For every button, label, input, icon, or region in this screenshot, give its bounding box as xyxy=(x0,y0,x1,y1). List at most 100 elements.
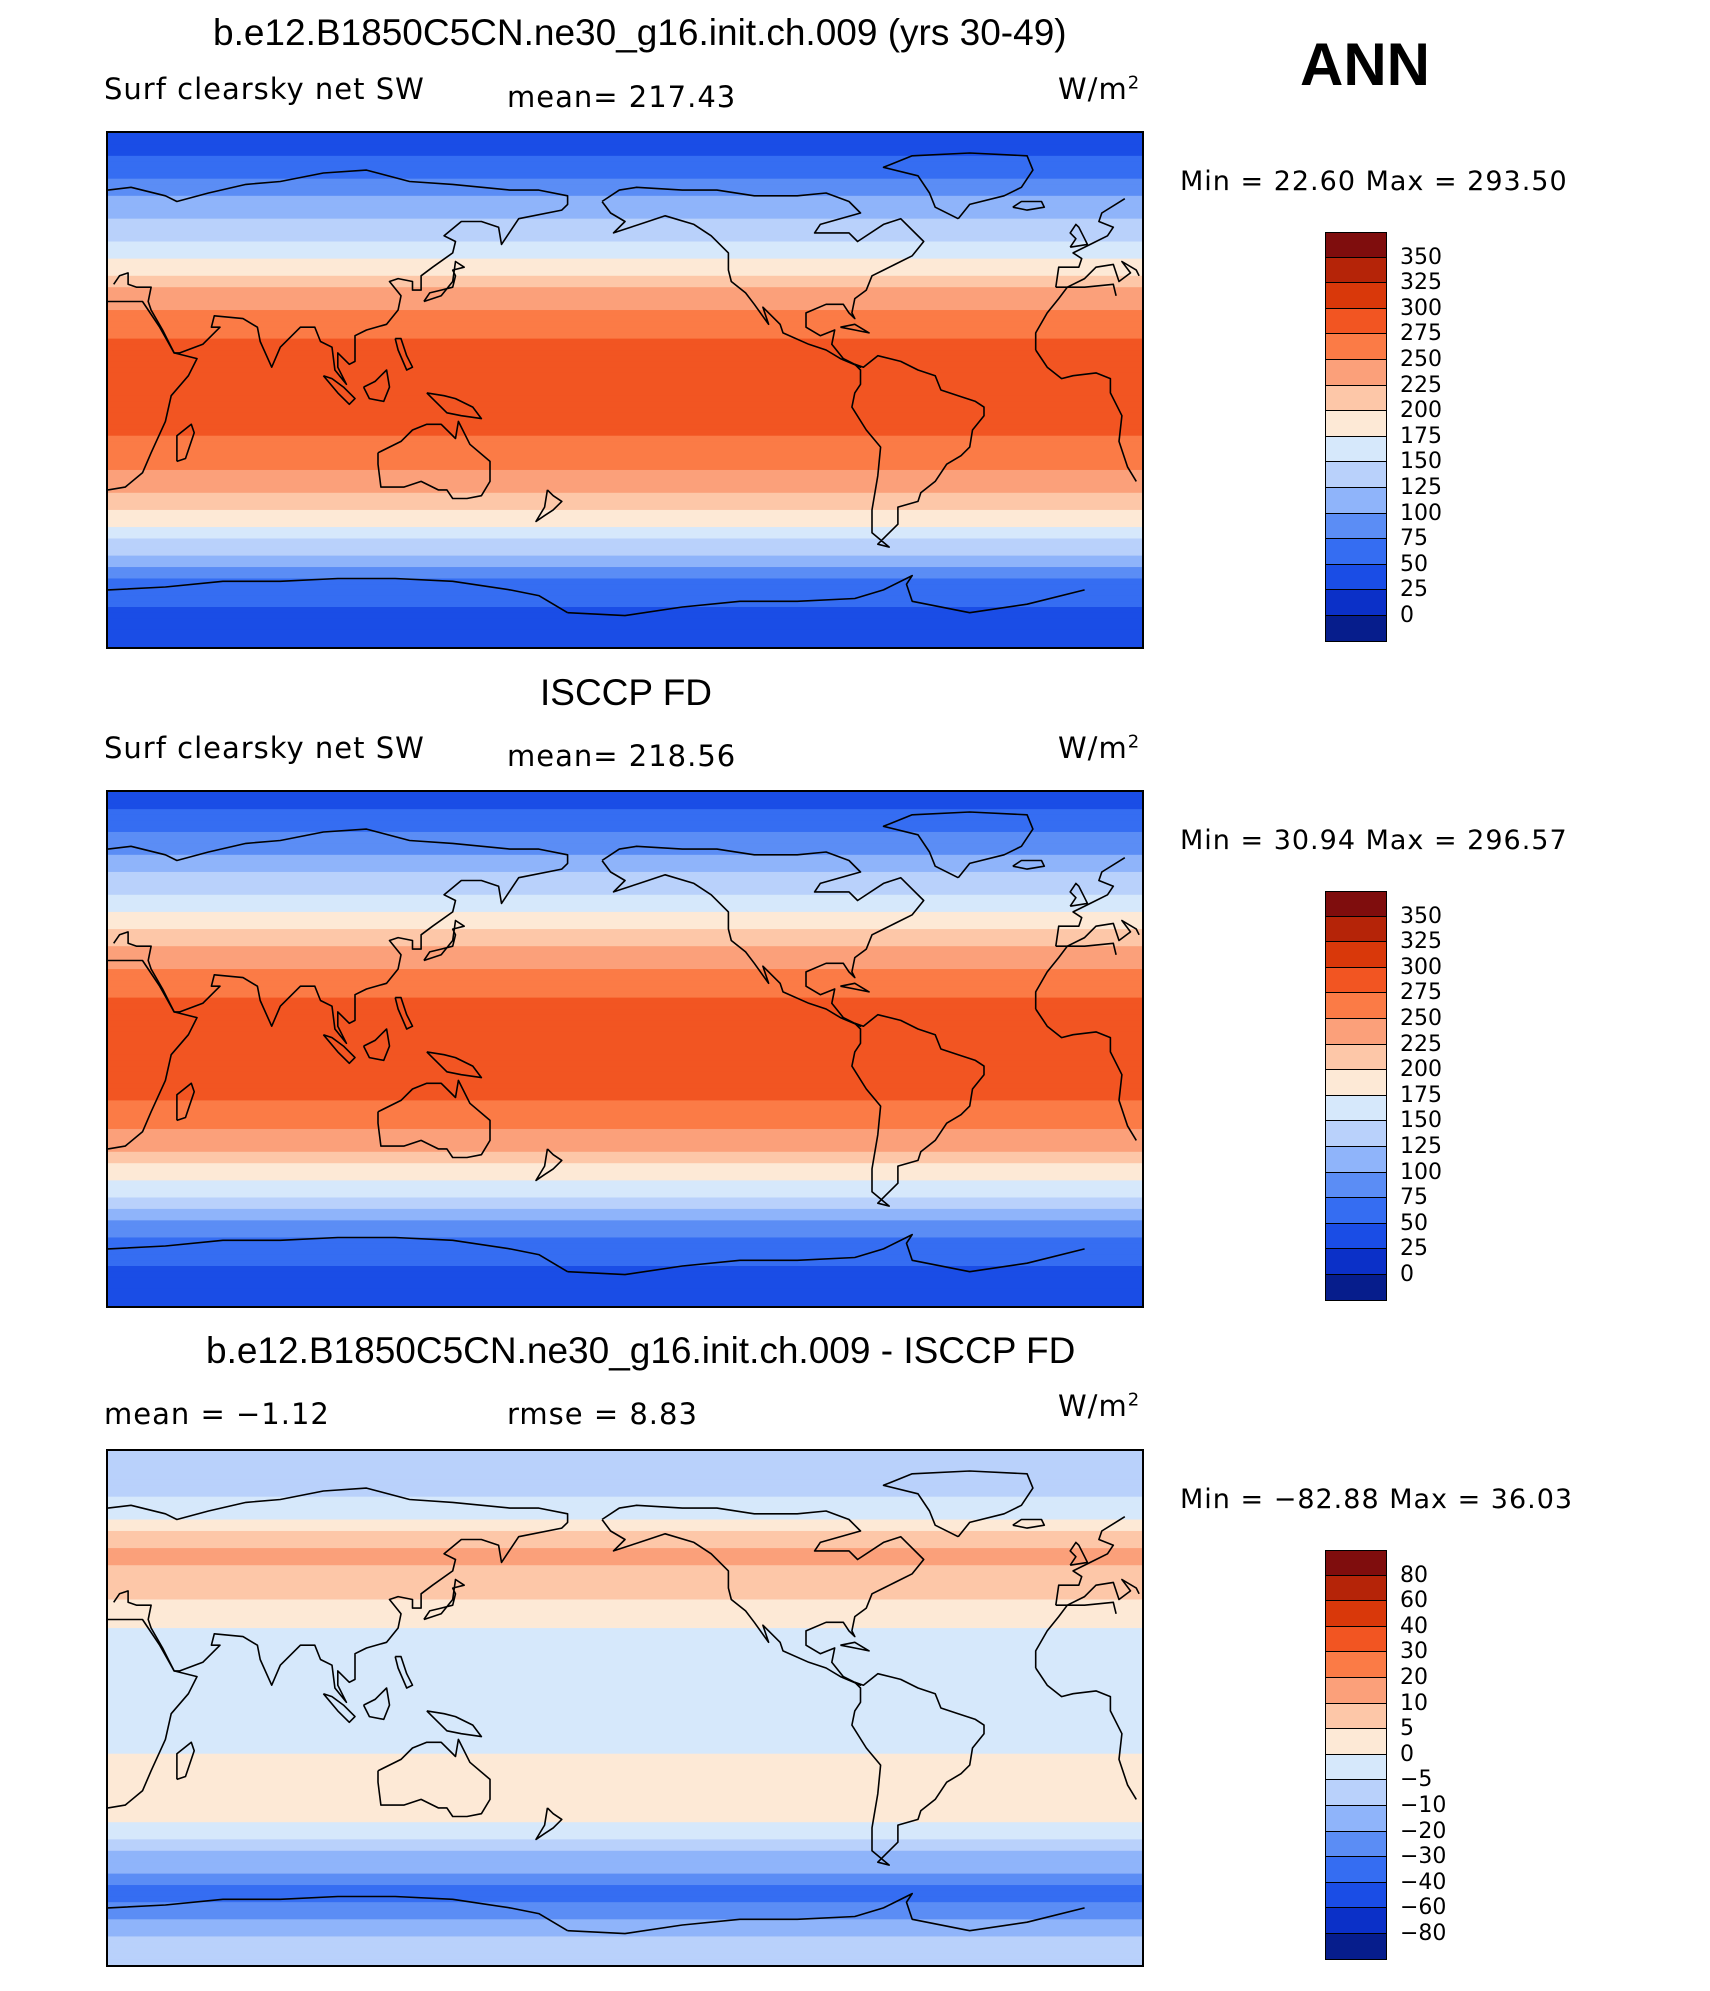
lat-band xyxy=(108,435,1142,442)
lat-band xyxy=(108,138,1142,146)
coastline xyxy=(362,1028,391,1062)
coastline xyxy=(1034,283,1117,350)
lat-band xyxy=(108,1106,1142,1113)
lat-band xyxy=(108,1248,1142,1256)
lat-band xyxy=(108,1237,1142,1244)
panel-3-minmax: Min = −82.88 Max = 36.03 xyxy=(1180,1484,1574,1515)
colorbar-tick-label: 30 xyxy=(1400,1639,1428,1665)
lat-band xyxy=(108,1793,1142,1800)
lat-band xyxy=(108,327,1142,334)
coastline xyxy=(1034,942,1117,1009)
lat-band xyxy=(108,629,1142,637)
coastline xyxy=(377,420,491,500)
lat-band xyxy=(108,1856,1142,1863)
lat-band xyxy=(108,532,1142,540)
lat-band xyxy=(108,963,1142,970)
lat-band xyxy=(108,544,1142,551)
coastline xyxy=(882,1470,1034,1538)
coastline xyxy=(423,260,466,303)
lat-band xyxy=(108,315,1142,323)
coastline xyxy=(1055,1578,1140,1606)
colorbar-box xyxy=(1325,590,1387,616)
lat-band xyxy=(108,1725,1142,1732)
colorbar-tick-label: 350 xyxy=(1400,903,1442,929)
coastline xyxy=(394,337,414,371)
coastline xyxy=(1069,223,1089,248)
colorbar-box xyxy=(1325,1652,1387,1678)
lat-band xyxy=(108,860,1142,867)
panel-1-map xyxy=(106,131,1144,649)
lat-band xyxy=(108,1054,1142,1062)
colorbar-tick-label: 10 xyxy=(1400,1690,1428,1716)
lat-band xyxy=(108,270,1142,277)
coastline xyxy=(851,1672,985,1866)
lat-band xyxy=(108,372,1142,380)
lat-band xyxy=(108,1083,1142,1090)
coastline xyxy=(851,1013,985,1207)
panel-1-minmax: Min = 22.60 Max = 293.50 xyxy=(1180,166,1568,197)
coastline xyxy=(1069,1541,1089,1566)
lat-band xyxy=(108,1816,1142,1823)
colorbar-tick-label: 20 xyxy=(1400,1665,1428,1690)
colorbar-tick-label: 80 xyxy=(1400,1562,1428,1588)
lat-band xyxy=(108,1140,1142,1147)
lat-band xyxy=(108,201,1142,208)
coastline xyxy=(535,489,563,523)
colorbar-tick-label: −80 xyxy=(1400,1921,1447,1946)
lat-band xyxy=(108,866,1142,873)
lat-band xyxy=(108,1805,1142,1812)
lat-band xyxy=(108,1496,1142,1503)
coastline xyxy=(322,1692,356,1724)
lat-band xyxy=(108,390,1142,397)
lat-band xyxy=(108,1936,1142,1943)
lat-band xyxy=(108,504,1142,511)
lat-band xyxy=(108,849,1142,856)
map-svg xyxy=(108,1451,1142,1965)
lat-band xyxy=(108,1747,1142,1755)
lat-band xyxy=(108,980,1142,987)
colorbar-box xyxy=(1325,1805,1387,1832)
lat-band xyxy=(108,441,1142,448)
colorbar-tick-label: 175 xyxy=(1400,1082,1442,1108)
lat-band xyxy=(108,150,1142,157)
lat-band xyxy=(108,1850,1142,1858)
lat-band xyxy=(108,1294,1142,1301)
lat-band xyxy=(108,567,1142,574)
lat-band xyxy=(108,1890,1142,1898)
colorbar-tick-label: 100 xyxy=(1400,500,1442,526)
lat-band xyxy=(108,1765,1142,1772)
lat-band xyxy=(108,831,1142,839)
lat-band xyxy=(108,1879,1142,1886)
lat-band xyxy=(108,854,1142,862)
lat-band xyxy=(108,1588,1142,1595)
colorbar-box xyxy=(1325,1550,1387,1576)
colorbar-tick-label: 50 xyxy=(1400,1210,1428,1236)
colorbar-tick-label: 325 xyxy=(1400,270,1442,296)
lat-band xyxy=(108,247,1142,254)
coastline xyxy=(108,1895,569,1932)
lat-band xyxy=(108,906,1142,913)
lat-band xyxy=(108,350,1142,357)
panel-3-title: b.e12.B1850C5CN.ne30_g16.init.ch.009 - I… xyxy=(206,1330,1076,1371)
colorbar-tick-label: 50 xyxy=(1400,551,1428,577)
lat-band xyxy=(108,224,1142,231)
coastline xyxy=(108,828,569,1045)
lat-band xyxy=(108,1456,1142,1464)
colorbar-box xyxy=(1325,1703,1387,1730)
colorbar-tick-label: 250 xyxy=(1400,347,1442,372)
coastline xyxy=(1012,1518,1046,1529)
lat-band xyxy=(108,641,1142,647)
lat-band xyxy=(108,1191,1142,1199)
map-svg xyxy=(108,792,1142,1306)
lat-band xyxy=(108,1117,1142,1124)
lat-band xyxy=(108,1031,1142,1039)
lat-band xyxy=(108,797,1142,805)
lat-band xyxy=(108,447,1142,454)
colorbar-tick-label: 275 xyxy=(1400,980,1442,1006)
coastline xyxy=(176,1741,195,1781)
lat-band xyxy=(108,452,1142,460)
colorbar-tick-label: 75 xyxy=(1400,526,1428,552)
coastline xyxy=(1055,260,1140,288)
panel-1-units: W/m2 xyxy=(1058,72,1141,106)
coastline xyxy=(601,1504,925,1686)
